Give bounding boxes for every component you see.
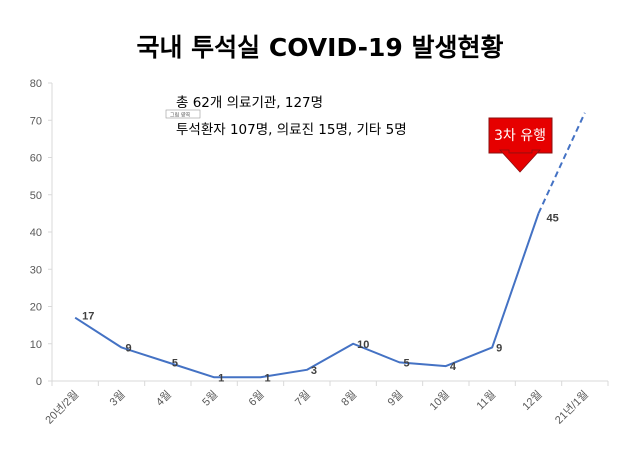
x-axis: 20년/2월 3월 4월 5월 6월 7월 8월 9월 10월 11월 12월 21년/1월 [43, 380, 609, 427]
x-tick-label: 8월 [339, 388, 360, 409]
data-label: 1 [218, 372, 224, 384]
callout-box [488, 117, 553, 154]
y-tick-label: 10 [30, 339, 42, 351]
data-label: 10 [357, 339, 369, 351]
y-tick-label: 60 [30, 153, 42, 165]
y-tick-label: 40 [30, 227, 42, 239]
x-tick-label: 3월 [107, 388, 128, 409]
summary-line-1: 총 62개 의료기관, 127명 [176, 95, 323, 111]
y-tick-label: 70 [30, 115, 42, 127]
callout: 3차 유행 [488, 117, 553, 173]
data-labels: 17 9 5 1 1 3 10 5 4 9 45 [82, 212, 559, 384]
x-tick-label: 5월 [200, 388, 221, 409]
small-tag-box [165, 109, 201, 119]
x-tick-label: 7월 [292, 388, 313, 409]
data-label: 3 [311, 365, 317, 377]
summary-line-2: 투석환자 107명, 의료진 15명, 기타 5명 [176, 122, 407, 138]
series-line-projected [537, 112, 586, 214]
data-label: 17 [82, 311, 94, 323]
data-label: 5 [404, 357, 410, 369]
data-label: 45 [547, 212, 559, 224]
small-tag: 그림 영역 [170, 112, 190, 119]
x-tick-label: 4월 [153, 388, 174, 409]
callout-text: 3차 유행 [494, 128, 546, 144]
y-tick-label: 0 [36, 376, 42, 388]
x-tick-label: 10월 [427, 388, 452, 413]
data-label: 9 [126, 342, 132, 354]
series-line [74, 112, 586, 379]
x-tick-label: 11월 [474, 388, 498, 412]
x-tick-label: 12월 [520, 388, 545, 413]
y-axis: 0 10 20 30 40 50 60 70 80 [30, 78, 53, 388]
y-tick-label: 20 [30, 302, 42, 314]
data-label: 9 [496, 342, 502, 354]
data-label: 5 [172, 357, 178, 369]
callout-arrow [499, 149, 541, 173]
data-label: 4 [450, 361, 457, 373]
x-tick-label: 20년/2월 [43, 388, 82, 427]
x-tick-label: 21년/1월 [552, 388, 591, 427]
x-tick-label: 9월 [385, 388, 406, 409]
y-tick-label: 80 [30, 78, 42, 90]
data-label: 1 [265, 372, 271, 384]
y-tick-label: 50 [30, 190, 42, 202]
x-tick-label: 6월 [246, 388, 267, 409]
y-tick-label: 30 [30, 264, 42, 276]
series-line-solid [74, 213, 540, 379]
chart-title: 국내 투석실 COVID-19 발생현황 [136, 33, 503, 62]
